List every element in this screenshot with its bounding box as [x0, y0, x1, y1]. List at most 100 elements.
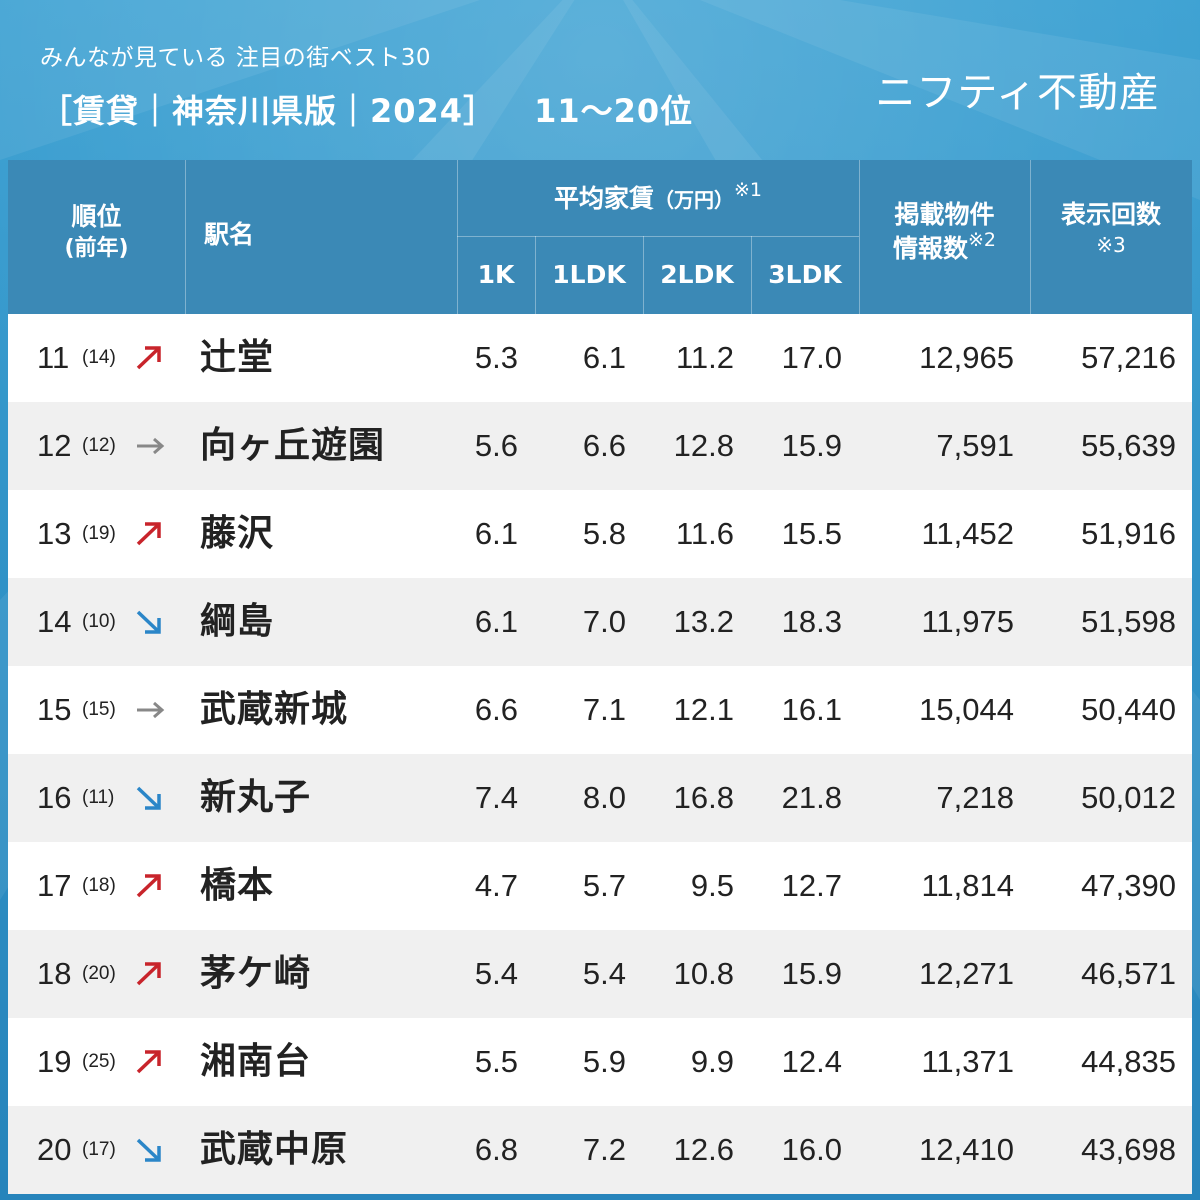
trend-same-icon — [135, 402, 165, 490]
station-name: 橋本 — [200, 865, 275, 906]
ranking-table: 順位 (前年) 駅名 平均家賃（万円）※1 1K 1LDK 2LDK 3LDK … — [8, 160, 1192, 1194]
title-text: ［賃貸｜神奈川県版｜2024］ — [40, 92, 497, 130]
rent-1ldk: 5.9 — [582, 1044, 626, 1079]
header-divider — [457, 236, 859, 237]
rent-3ldk: 16.1 — [781, 692, 842, 727]
table-row: 12 (12) 向ヶ丘遊園 5.6 6.6 12.8 15.9 7,591 55,639 — [8, 402, 1192, 490]
rent-2ldk: 11.2 — [675, 340, 734, 375]
station-name: 辻堂 — [200, 337, 275, 378]
trend-up-icon — [135, 1018, 165, 1106]
header-rank-prev: (前年) — [64, 235, 129, 261]
rent-2ldk: 9.5 — [690, 868, 734, 903]
table-row: 11 (14) 辻堂 5.3 6.1 11.2 17.0 12,965 57,216 — [8, 314, 1192, 402]
rank-number: 19 — [37, 1044, 72, 1079]
trend-same-icon — [135, 666, 165, 754]
header-divider — [1030, 160, 1031, 314]
rent-2ldk: 10.8 — [673, 956, 734, 991]
brand-logo: ニフティ不動産 — [875, 70, 1160, 116]
rent-1ldk: 7.0 — [582, 604, 626, 639]
view-count: 46,571 — [1081, 956, 1176, 991]
header-rank: 順位 (前年) — [8, 200, 185, 263]
header-divider — [457, 160, 458, 314]
previous-rank: (25) — [82, 1051, 116, 1072]
view-count: 51,916 — [1081, 516, 1176, 551]
trend-down-icon — [135, 754, 165, 842]
rent-2ldk: 9.9 — [690, 1044, 734, 1079]
rank-number: 20 — [37, 1132, 72, 1167]
table-row: 17 (18) 橋本 4.7 5.7 9.5 12.7 11,814 47,390 — [8, 842, 1192, 930]
rent-1ldk: 5.8 — [582, 516, 626, 551]
listings-count: 7,591 — [936, 428, 1014, 463]
listings-count: 12,271 — [919, 956, 1014, 991]
previous-rank: (17) — [82, 1139, 116, 1160]
view-count: 44,835 — [1081, 1044, 1176, 1079]
rank-range: 11〜20位 — [534, 92, 694, 130]
rent-1k: 6.1 — [474, 516, 518, 551]
rank-number: 17 — [37, 868, 72, 903]
view-count: 43,698 — [1081, 1132, 1176, 1167]
rent-1k: 7.4 — [474, 780, 518, 815]
station-name: 武蔵中原 — [200, 1129, 349, 1170]
rent-1ldk: 8.0 — [582, 780, 626, 815]
rent-3ldk: 16.0 — [781, 1132, 842, 1167]
rent-3ldk: 18.3 — [781, 604, 842, 639]
table-row: 15 (15) 武蔵新城 6.6 7.1 12.1 16.1 15,044 50,440 — [8, 666, 1192, 754]
station-name: 茅ケ崎 — [200, 953, 312, 994]
table-row: 19 (25) 湘南台 5.5 5.9 9.9 12.4 11,371 44,835 — [8, 1018, 1192, 1106]
trend-up-icon — [135, 930, 165, 1018]
rent-1k: 6.1 — [474, 604, 518, 639]
station-name: 向ヶ丘遊園 — [200, 425, 386, 466]
header-rank-label: 順位 — [71, 202, 122, 231]
header-listings-note: ※2 — [968, 228, 997, 251]
rank-number: 18 — [37, 956, 72, 991]
rent-2ldk: 12.6 — [673, 1132, 734, 1167]
header-listings-line2: 情報数 — [892, 233, 968, 263]
rent-1k: 5.4 — [474, 956, 518, 991]
rank-number: 12 — [37, 428, 72, 463]
header-views-label: 表示回数 — [1060, 200, 1161, 229]
table-row: 14 (10) 綱島 6.1 7.0 13.2 18.3 11,975 51,598 — [8, 578, 1192, 666]
header-views: 表示回数 ※3 — [1030, 198, 1192, 259]
header-divider — [751, 236, 752, 314]
rent-2ldk: 13.2 — [673, 604, 734, 639]
station-name: 湘南台 — [200, 1041, 312, 1082]
subtitle: みんなが見ている 注目の街ベスト30 — [40, 45, 432, 71]
listings-count: 12,965 — [919, 340, 1014, 375]
header-listings-line2-wrap: 情報数※2 — [859, 228, 1030, 266]
trend-up-icon — [135, 314, 165, 402]
rent-1ldk: 7.1 — [582, 692, 626, 727]
listings-count: 11,452 — [921, 516, 1014, 551]
rank-number: 16 — [37, 780, 72, 815]
header-rent-note: ※1 — [734, 179, 763, 201]
rank-number: 13 — [37, 516, 72, 551]
previous-rank: (12) — [82, 435, 116, 456]
rank-number: 11 — [37, 340, 70, 375]
previous-rank: (20) — [82, 963, 116, 984]
rent-1k: 5.6 — [474, 428, 518, 463]
rent-3ldk: 15.9 — [781, 428, 842, 463]
rent-3ldk: 21.8 — [781, 780, 842, 815]
trend-down-icon — [135, 578, 165, 666]
table-row: 18 (20) 茅ケ崎 5.4 5.4 10.8 15.9 12,271 46,571 — [8, 930, 1192, 1018]
header-divider — [859, 160, 860, 314]
rent-1ldk: 5.7 — [582, 868, 626, 903]
rent-1k: 4.7 — [474, 868, 518, 903]
rent-1ldk: 7.2 — [582, 1132, 626, 1167]
rank-number: 14 — [37, 604, 72, 639]
view-count: 50,440 — [1081, 692, 1176, 727]
view-count: 55,639 — [1081, 428, 1176, 463]
trend-up-icon — [135, 842, 165, 930]
header-divider — [643, 236, 644, 314]
header-2ldk: 2LDK — [660, 260, 734, 289]
view-count: 50,012 — [1081, 780, 1176, 815]
rent-2ldk: 11.6 — [675, 516, 734, 551]
header-listings-line1: 掲載物件 — [894, 200, 995, 229]
header-rent-unit: （万円） — [654, 188, 734, 212]
trend-down-icon — [135, 1106, 165, 1194]
header: みんなが見ている 注目の街ベスト30 ［賃貸｜神奈川県版｜2024］ 11〜20位 — [40, 38, 693, 132]
table-row: 20 (17) 武蔵中原 6.8 7.2 12.6 16.0 12,410 43,698 — [8, 1106, 1192, 1194]
header-1ldk: 1LDK — [552, 260, 626, 289]
header-station: 駅名 — [204, 220, 255, 249]
header-rent: 平均家賃（万円）※1 — [457, 179, 859, 216]
listings-count: 11,975 — [921, 604, 1014, 639]
